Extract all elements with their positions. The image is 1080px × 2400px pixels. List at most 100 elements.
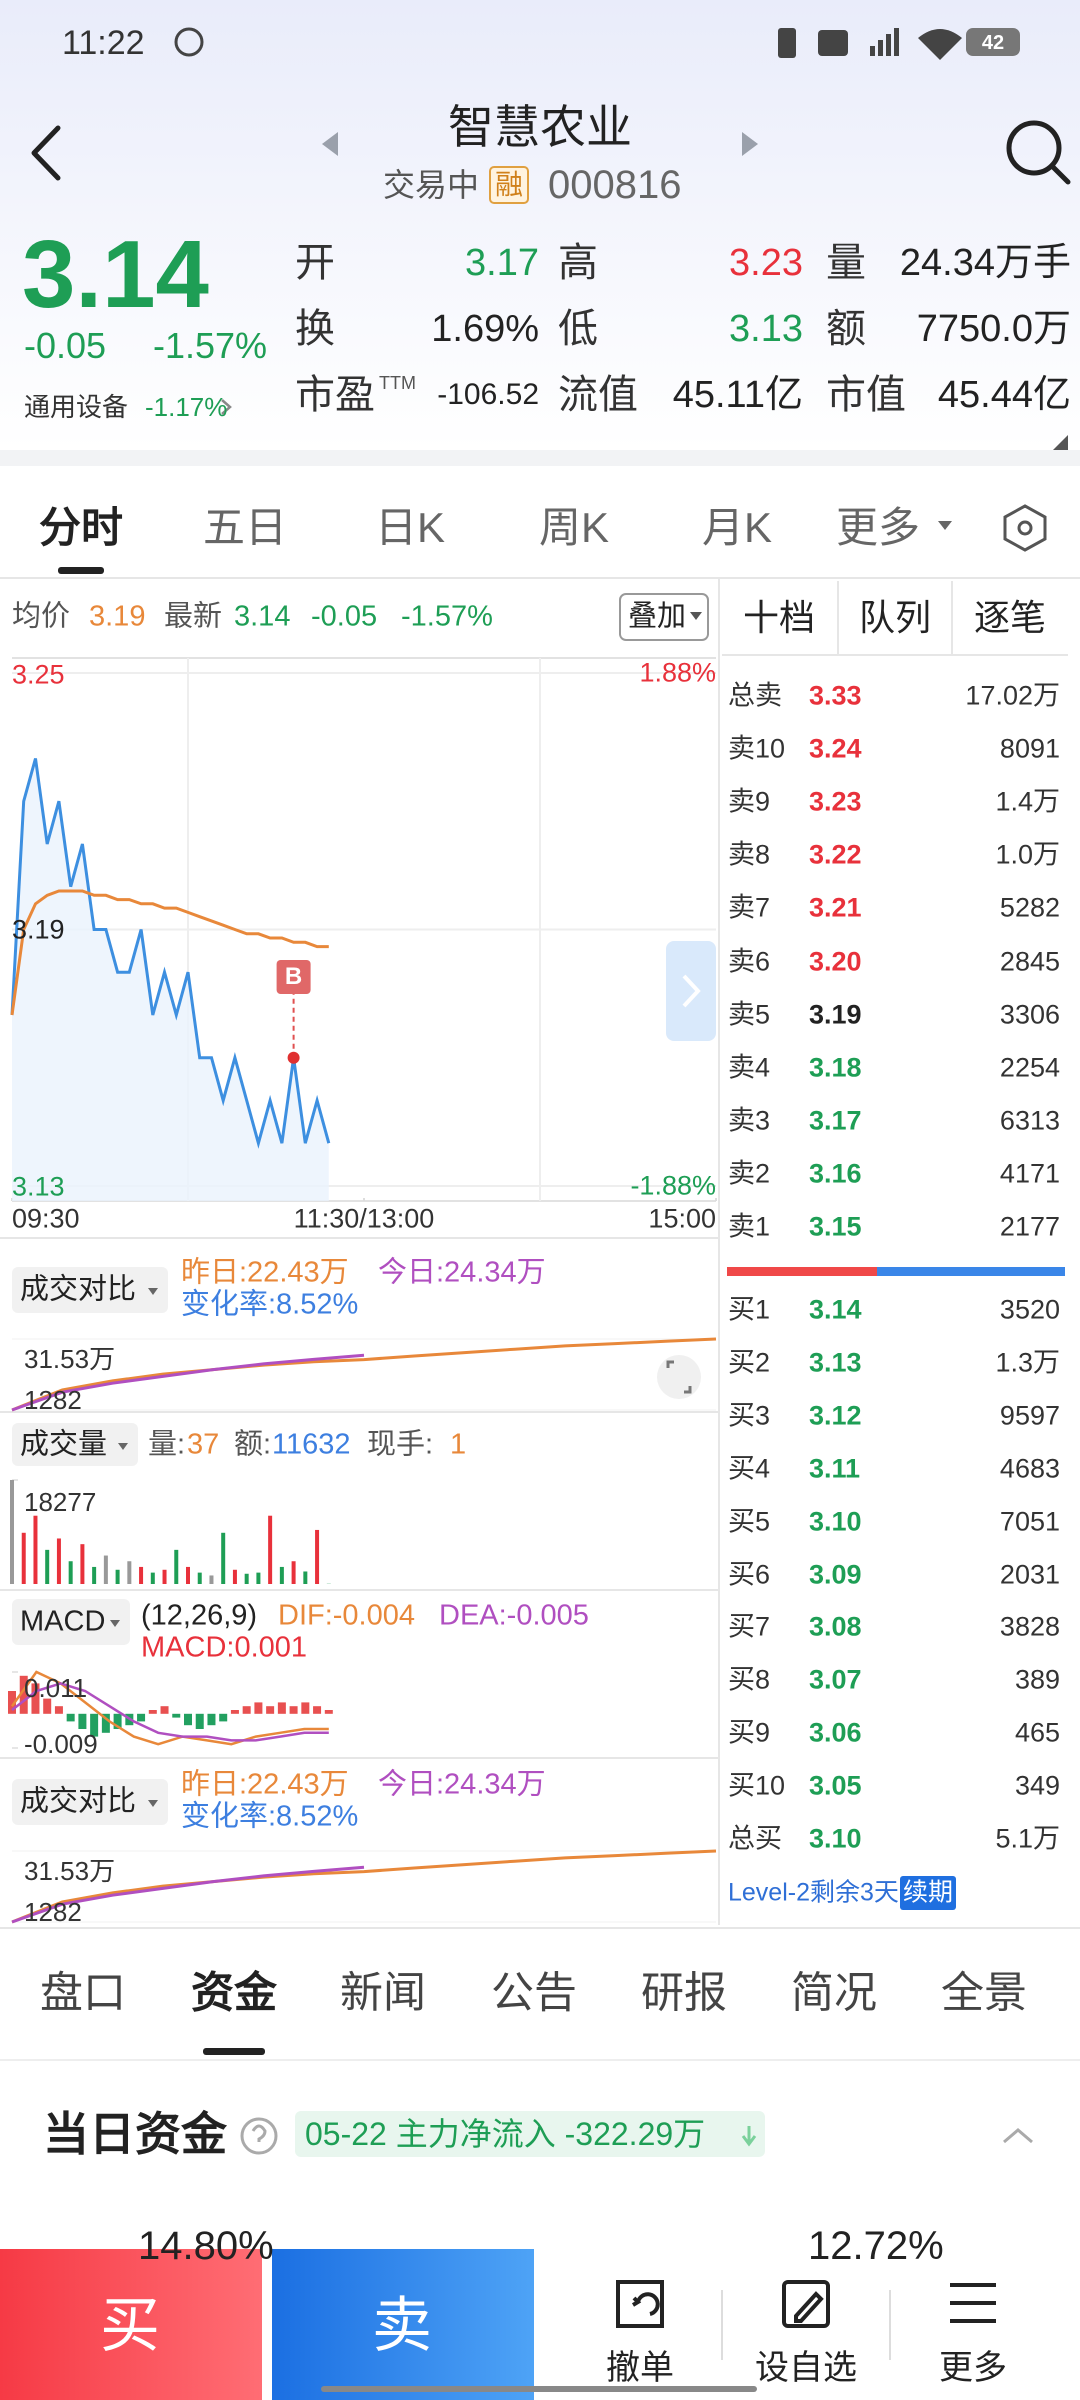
stat-value: 3.17 bbox=[465, 242, 539, 284]
side-panel-toggle[interactable] bbox=[666, 941, 716, 1041]
macd-bar bbox=[137, 1713, 146, 1722]
stat-value: 3.23 bbox=[729, 242, 803, 284]
volume-bar bbox=[139, 1566, 144, 1584]
x-tick-label: 11:30/13:00 bbox=[293, 1203, 435, 1234]
info-tab[interactable]: 新闻 bbox=[340, 1969, 426, 2018]
book-tab[interactable]: 逐笔 bbox=[973, 597, 1047, 638]
stat-value: 24.34万手 bbox=[899, 242, 1071, 284]
battery-icon bbox=[966, 28, 1020, 56]
price-line bbox=[10, 758, 331, 1149]
flow-tag bbox=[295, 2111, 765, 2157]
panel-caret bbox=[148, 1800, 158, 1807]
info-tab[interactable]: 简况 bbox=[791, 1969, 877, 2018]
panel-select bbox=[12, 1779, 168, 1825]
settings-button[interactable] bbox=[1003, 504, 1047, 552]
clock: 11:22 bbox=[62, 24, 145, 62]
panel-label[interactable]: 成交量 bbox=[20, 1428, 108, 1461]
chart-tab[interactable]: 日K bbox=[374, 504, 446, 551]
action-label[interactable]: 撤单 bbox=[606, 2349, 674, 2387]
chart-tab[interactable]: 分时 bbox=[38, 504, 124, 551]
volume-bar bbox=[268, 1515, 273, 1584]
panel-label[interactable]: 成交对比 bbox=[20, 1785, 137, 1818]
sell-button[interactable] bbox=[272, 2249, 534, 2400]
volume-bar bbox=[115, 1569, 120, 1584]
volume-bar bbox=[279, 1566, 284, 1584]
marker-badge bbox=[276, 960, 311, 994]
book-level: 卖2 bbox=[728, 1158, 771, 1189]
fullscreen-button[interactable] bbox=[657, 1355, 701, 1399]
y-tick-label: 18277 bbox=[24, 1487, 97, 1517]
volume-bar bbox=[209, 1575, 214, 1584]
action-label[interactable]: 设自选 bbox=[755, 2349, 857, 2387]
yesterday-curve bbox=[11, 1337, 717, 1412]
renew-badge[interactable] bbox=[900, 1876, 956, 1910]
volume-bar bbox=[103, 1555, 108, 1584]
info-tab[interactable]: 公告 bbox=[491, 1969, 577, 2018]
book-level: 卖10 bbox=[728, 733, 786, 764]
fund-pct: 12.72% bbox=[808, 2224, 944, 2268]
book-price: 3.15 bbox=[809, 1211, 862, 1242]
book-volume: 465 bbox=[1014, 1717, 1060, 1748]
sell-bar bbox=[727, 1267, 877, 1276]
volume-bar bbox=[197, 1572, 202, 1584]
prev-stock[interactable] bbox=[322, 132, 338, 156]
stat-value: 3.13 bbox=[729, 308, 803, 350]
yesterday-curve bbox=[11, 1849, 717, 1924]
chart-tab[interactable]: 更多 bbox=[835, 504, 921, 551]
expand-corner[interactable] bbox=[1053, 435, 1068, 450]
macd-bar bbox=[324, 1710, 333, 1714]
volume-bar bbox=[221, 1532, 226, 1584]
info-tab[interactable]: 盘口 bbox=[40, 1969, 126, 2018]
watchlist-icon[interactable] bbox=[782, 2280, 830, 2328]
info-tab[interactable]: 研报 bbox=[641, 1969, 727, 2018]
buy-label[interactable]: 买 bbox=[100, 2292, 160, 2359]
sell-label[interactable]: 卖 bbox=[372, 2292, 432, 2359]
book-price: 3.18 bbox=[809, 1052, 862, 1083]
book-price: 3.09 bbox=[809, 1559, 862, 1589]
help-icon[interactable] bbox=[240, 2117, 278, 2155]
sector-arrow[interactable] bbox=[221, 399, 232, 415]
macd-dea: DEA:-0.005 bbox=[439, 1599, 589, 1632]
overlay-label[interactable]: 叠加 bbox=[628, 600, 687, 633]
macd-bar bbox=[219, 1713, 228, 1722]
book-price: 3.17 bbox=[809, 1105, 862, 1136]
sector-change: -1.17% bbox=[145, 392, 228, 422]
y-tick-label: 3.13 bbox=[12, 1171, 65, 1202]
label: 现手: bbox=[367, 1428, 434, 1461]
yesterday-volume: 昨日:22.43万 bbox=[181, 1768, 349, 1801]
next-stock[interactable] bbox=[742, 132, 758, 156]
overlay-button[interactable] bbox=[619, 593, 709, 641]
book-level: 总买 bbox=[728, 1823, 782, 1854]
stat-value: 45.11亿 bbox=[672, 374, 803, 416]
info-tab[interactable]: 全景 bbox=[941, 1969, 1027, 2018]
more-caret bbox=[938, 521, 952, 530]
margin-badge bbox=[489, 166, 529, 204]
book-tab[interactable]: 队列 bbox=[858, 597, 932, 638]
cancel-order-icon[interactable] bbox=[616, 2280, 664, 2328]
macd-bar bbox=[160, 1706, 169, 1714]
macd-value: MACD:0.001 bbox=[141, 1631, 308, 1664]
sector-name[interactable]: 通用设备 bbox=[24, 392, 129, 422]
pct-tick-label: 1.88% bbox=[639, 657, 716, 688]
panel-label[interactable]: 成交对比 bbox=[20, 1273, 137, 1306]
volume-bar bbox=[315, 1529, 320, 1584]
search-button[interactable] bbox=[1006, 120, 1071, 185]
more-icon[interactable] bbox=[950, 2283, 996, 2323]
price-change: -0.05 bbox=[24, 325, 107, 366]
dea-line bbox=[11, 1682, 329, 1742]
book-level: 买5 bbox=[728, 1506, 771, 1537]
book-tab[interactable]: 十档 bbox=[742, 597, 816, 638]
info-tab[interactable]: 资金 bbox=[191, 1969, 277, 2018]
collapse-button[interactable] bbox=[1003, 2128, 1033, 2144]
book-volume: 3306 bbox=[999, 999, 1060, 1030]
action-label[interactable]: 更多 bbox=[939, 2349, 1007, 2387]
yesterday-volume: 昨日:22.43万 bbox=[181, 1256, 349, 1289]
back-button[interactable] bbox=[31, 125, 61, 181]
panel-label[interactable]: MACD bbox=[20, 1605, 106, 1638]
stat-label: 换 bbox=[295, 307, 335, 351]
buy-button[interactable] bbox=[0, 2249, 262, 2400]
chart-tab[interactable]: 五日 bbox=[202, 504, 288, 551]
chart-tab[interactable]: 周K bbox=[538, 504, 610, 551]
chart-tab[interactable]: 月K bbox=[701, 504, 773, 551]
renew-label[interactable]: 续期 bbox=[902, 1878, 954, 1907]
